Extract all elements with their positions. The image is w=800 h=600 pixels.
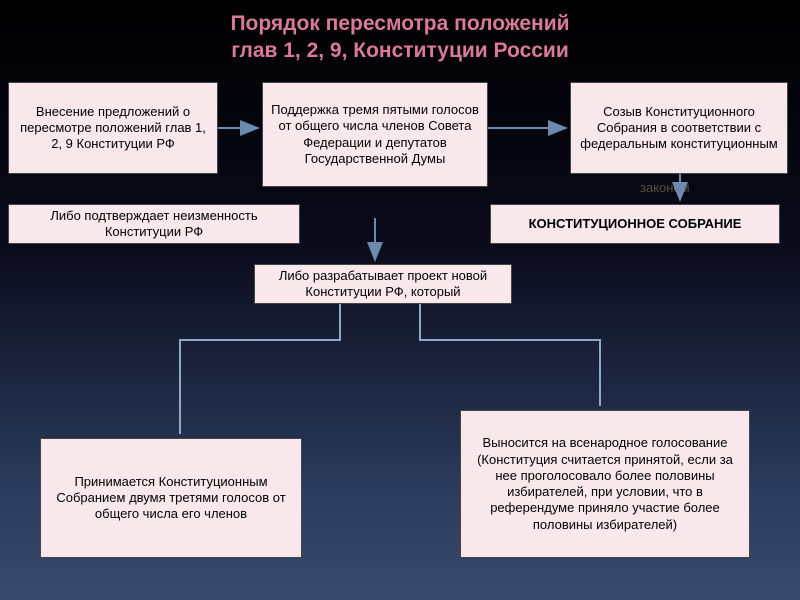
label-under-b3: законом: [640, 180, 690, 195]
box-proposal: Внесение предложений о пересмотре положе…: [8, 82, 218, 174]
box-develop-draft: Либо разрабатывает проект новой Конститу…: [254, 264, 512, 304]
box-convene-assembly: Созыв Конституционного Собрания в соотве…: [570, 82, 788, 174]
box-support-votes: Поддержка тремя пятыми голосов от общего…: [262, 82, 488, 187]
box-confirm-unchanged: Либо подтверждает неизменность Конституц…: [8, 204, 300, 244]
box-referendum: Выносится на всенародное голосование (Ко…: [460, 410, 750, 558]
box-adopted-by-assembly: Принимается Конституционным Собранием дв…: [40, 438, 302, 558]
box-constitutional-assembly: КОНСТИТУЦИОННОЕ СОБРАНИЕ: [490, 204, 780, 244]
title-line-1: Порядок пересмотра положений: [230, 12, 569, 35]
diagram-title: Порядок пересмотра положений глав 1, 2, …: [0, 0, 800, 65]
title-line-2: глав 1, 2, 9, Конституции России: [231, 39, 569, 62]
